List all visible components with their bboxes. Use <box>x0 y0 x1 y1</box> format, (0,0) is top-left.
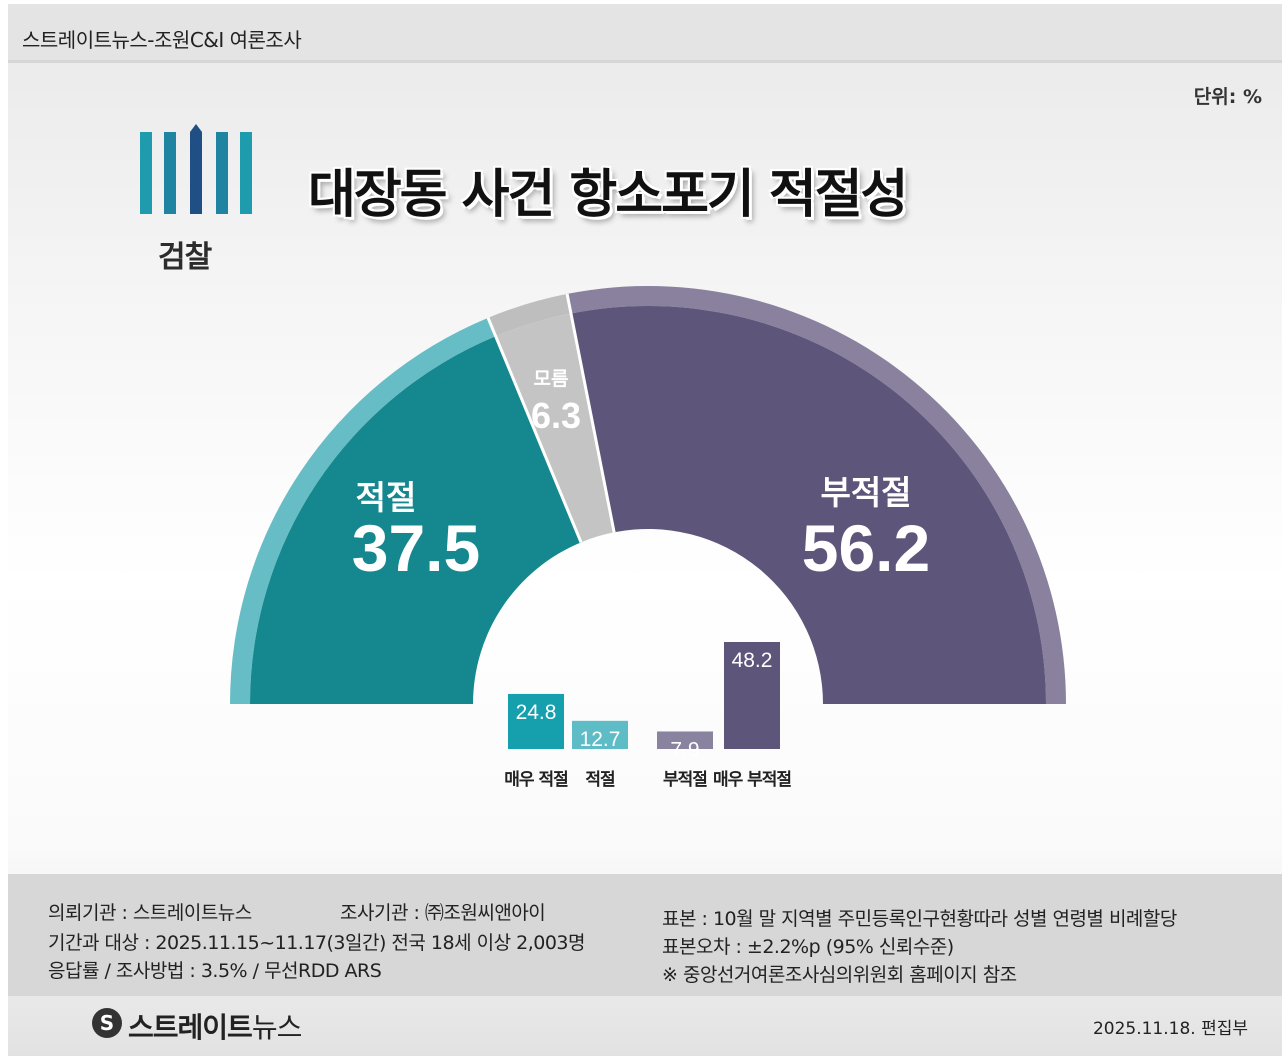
bar-appropriate <box>572 720 628 749</box>
donut-separator <box>486 317 583 543</box>
donut-value-inappropriate: 56.2 <box>802 511 930 585</box>
brand-icon <box>92 1008 122 1038</box>
bar-inappropriate <box>657 731 713 749</box>
donut-label-appropriate: 적절 <box>356 478 417 517</box>
donut-label-unknown: 모름 <box>534 368 569 390</box>
donut-slice-appropriate <box>250 336 582 704</box>
footer-note: ※ 중앙선거여론조사심의위원회 홈페이지 참조 <box>662 964 1017 986</box>
unit-label: 단위: % <box>1193 86 1262 108</box>
bar-label-very-appropriate: 매우 적절 <box>504 769 568 790</box>
footer-error: 표본오차 : ±2.2%p (95% 신뢰수준) <box>662 936 954 958</box>
donut-rim-unknown <box>488 293 571 337</box>
chart-title: 대장동 사건 항소포기 적절성 <box>308 165 908 225</box>
brand-name-light: 뉴스 <box>251 1011 303 1044</box>
bar-label-inappropriate: 부적절 <box>663 769 707 790</box>
bar-value-inappropriate: 7.9 <box>670 738 699 761</box>
donut-slice-unknown <box>495 313 615 543</box>
footer-agency: 조사기관 : ㈜조원씨앤아이 <box>340 902 546 924</box>
brand-name: 스트레이트뉴스 <box>128 1006 303 1046</box>
bar-value-very-appropriate: 24.8 <box>516 701 557 724</box>
header-title: 스트레이트뉴스-조원C&I 여론조사 <box>22 28 302 52</box>
footer-period: 기간과 대상 : 2025.11.15~11.17(3일간) 전국 18세 이상… <box>48 932 586 954</box>
donut-value-unknown: 6.3 <box>531 395 581 436</box>
bar-value-appropriate: 12.7 <box>580 728 621 751</box>
donut-value-appropriate: 37.5 <box>352 511 480 585</box>
prosecution-logo-icon <box>140 124 252 214</box>
donut-label-inappropriate: 부적절 <box>820 473 911 512</box>
bar-label-appropriate: 적절 <box>585 769 615 790</box>
footer-method: 응답률 / 조사방법 : 3.5% / 무선RDD ARS <box>48 960 382 982</box>
footer-sample: 표본 : 10월 말 지역별 주민등록인구현황따라 성별 연령별 비례할당 <box>662 908 1177 930</box>
bar-very-inappropriate <box>724 641 780 749</box>
bar-value-very-inappropriate: 48.2 <box>732 649 773 672</box>
infographic: 스트레이트뉴스-조원C&I 여론조사 단위: % 검찰 대장동 사건 항소포기 … <box>8 4 1282 1056</box>
donut-slice-inappropriate <box>570 306 1046 704</box>
brand-name-bold: 스트레이트 <box>128 1011 253 1044</box>
donut-rim-appropriate <box>230 317 496 704</box>
donut-separator <box>565 293 616 533</box>
bar-label-very-inappropriate: 매우 부적절 <box>713 769 791 790</box>
logo-label: 검찰 <box>158 240 212 275</box>
bar-very-appropriate <box>508 693 564 749</box>
header-bar: 스트레이트뉴스-조원C&I 여론조사 <box>8 4 1282 63</box>
survey-info: 의뢰기관 : 스트레이트뉴스 조사기관 : ㈜조원씨앤아이 기간과 대상 : 2… <box>8 874 1282 996</box>
footer-client: 의뢰기관 : 스트레이트뉴스 <box>48 902 252 924</box>
publish-date: 2025.11.18. 편집부 <box>1092 1019 1248 1039</box>
